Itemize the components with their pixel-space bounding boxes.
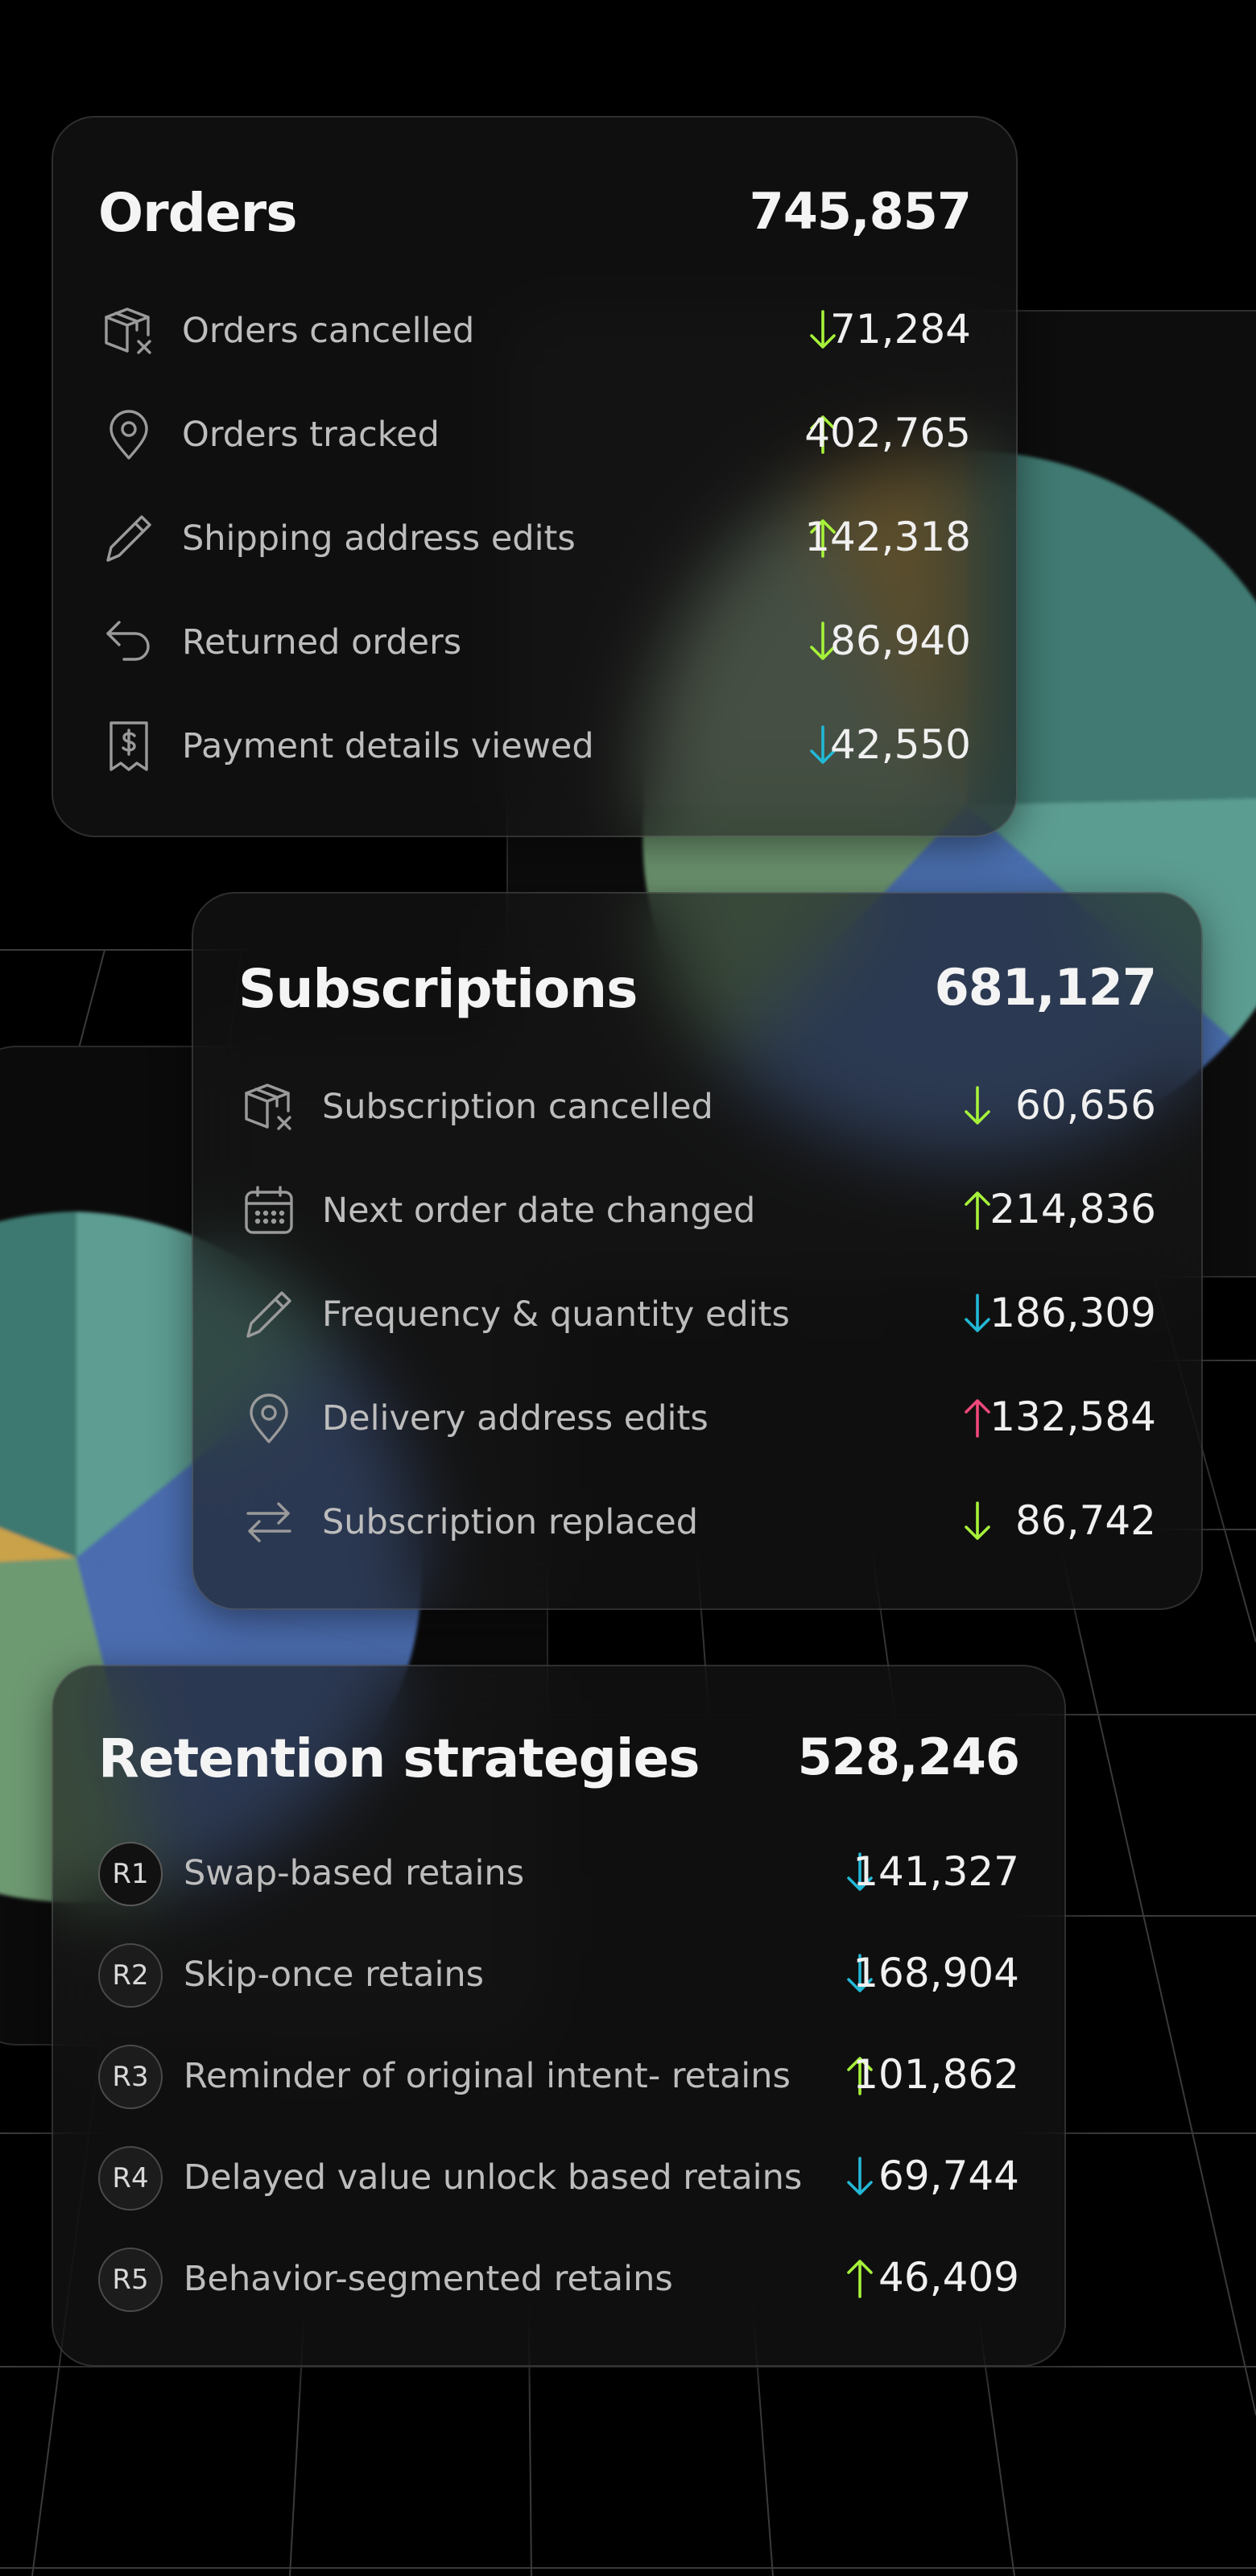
retention-row-label: Skip-once retains (184, 1955, 485, 1995)
retention-row-label: Reminder of original intent- retains (184, 2056, 791, 2096)
pencil-icon (98, 507, 159, 568)
subscriptions-title: Subscriptions (238, 958, 638, 1020)
trend-down-icon (836, 1847, 884, 1898)
orders-row-tracked[interactable]: Orders tracked 402,765 (98, 398, 971, 471)
subscriptions-row-value: 186,309 (990, 1290, 1156, 1336)
pencil-icon (238, 1283, 300, 1344)
orders-row-value: 142,318 (804, 514, 971, 560)
calendar-icon (238, 1179, 300, 1241)
subscriptions-row-value: 86,742 (1015, 1497, 1156, 1544)
retention-card: Retention strategies 528,246 R1 Swap-bas… (52, 1665, 1066, 2367)
retention-row-value: 101,862 (853, 2051, 1019, 2098)
orders-row-returned[interactable]: Returned orders 86,940 (98, 606, 971, 679)
strategy-badge: R2 (98, 1943, 163, 2008)
subscriptions-card: Subscriptions 681,127 Subscription cance… (192, 892, 1203, 1610)
orders-row-label: Shipping address edits (182, 518, 576, 559)
retention-row-r5[interactable]: R5 Behavior-segmented retains 46,409 (98, 2243, 1019, 2315)
location-pin-icon (238, 1387, 300, 1448)
trend-up-icon (836, 2252, 884, 2304)
subscriptions-row-label: Frequency & quantity edits (322, 1294, 790, 1335)
subscriptions-row-frequency-edits[interactable]: Frequency & quantity edits 186,309 (238, 1278, 1156, 1351)
trend-up-icon (953, 1392, 1002, 1443)
location-pin-icon (98, 403, 159, 464)
orders-row-value: 71,284 (830, 306, 971, 353)
trend-up-icon (836, 2050, 884, 2101)
retention-total: 528,246 (797, 1728, 1020, 1786)
retention-row-r3[interactable]: R3 Reminder of original intent- retains … (98, 2040, 1019, 2112)
retention-row-label: Swap-based retains (184, 1853, 525, 1893)
subscriptions-row-value: 214,836 (990, 1186, 1156, 1232)
subscriptions-row-label: Delivery address edits (322, 1398, 709, 1439)
orders-row-value: 86,940 (830, 617, 971, 664)
subscriptions-row-value: 60,656 (1015, 1082, 1156, 1129)
retention-header: Retention strategies 528,246 (98, 1728, 1020, 1808)
receipt-dollar-icon (98, 715, 159, 776)
orders-row-label: Orders tracked (182, 415, 440, 455)
orders-row-label: Payment details viewed (182, 726, 594, 766)
subscriptions-row-label: Next order date changed (322, 1191, 756, 1231)
subscriptions-row-value: 132,584 (990, 1393, 1156, 1440)
retention-row-value: 69,744 (878, 2153, 1019, 2199)
orders-header: Orders 745,857 (98, 182, 972, 262)
retention-row-value: 141,327 (853, 1848, 1019, 1895)
trend-down-icon (953, 1288, 1002, 1340)
subscriptions-row-replaced[interactable]: Subscription replaced 86,742 (238, 1486, 1156, 1558)
subscriptions-total: 681,127 (934, 958, 1157, 1017)
orders-total: 745,857 (749, 182, 972, 241)
orders-row-payment-viewed[interactable]: Payment details viewed 42,550 (98, 710, 971, 782)
retention-row-r4[interactable]: R4 Delayed value unlock based retains 69… (98, 2141, 1019, 2214)
subscriptions-row-label: Subscription replaced (322, 1502, 699, 1542)
orders-row-value: 42,550 (830, 721, 971, 768)
orders-row-shipping-edits[interactable]: Shipping address edits 142,318 (98, 502, 971, 575)
orders-row-label: Returned orders (182, 622, 462, 663)
strategy-badge: R4 (98, 2146, 163, 2211)
trend-down-icon (799, 720, 847, 771)
subscriptions-header: Subscriptions 681,127 (238, 958, 1157, 1038)
retention-row-label: Delayed value unlock based retains (184, 2157, 803, 2198)
retention-row-r2[interactable]: R2 Skip-once retains 168,904 (98, 1938, 1019, 2011)
orders-title: Orders (98, 182, 297, 244)
trend-down-icon (799, 616, 847, 667)
trend-up-icon (953, 1184, 1002, 1236)
trend-down-icon (836, 2151, 884, 2202)
trend-down-icon (953, 1496, 1002, 1547)
strategy-badge: R5 (98, 2248, 163, 2312)
trend-up-icon (799, 512, 847, 564)
retention-row-value: 46,409 (878, 2254, 1019, 2301)
box-cancel-icon (238, 1075, 300, 1137)
retention-title: Retention strategies (98, 1728, 700, 1790)
retention-row-value: 168,904 (853, 1950, 1019, 1996)
trend-down-icon (953, 1080, 1002, 1132)
trend-down-icon (799, 304, 847, 356)
strategy-badge: R1 (98, 1842, 163, 1906)
strategy-badge: R3 (98, 2045, 163, 2109)
trend-down-icon (836, 1948, 884, 2000)
orders-row-label: Orders cancelled (182, 311, 475, 351)
subscriptions-row-label: Subscription cancelled (322, 1087, 713, 1127)
retention-row-label: Behavior-segmented retains (184, 2259, 673, 2299)
swap-arrows-icon (238, 1491, 300, 1552)
orders-row-cancelled[interactable]: Orders cancelled 71,284 (98, 295, 971, 367)
retention-row-r1[interactable]: R1 Swap-based retains 141,327 (98, 1837, 1019, 1909)
subscriptions-row-date-changed[interactable]: Next order date changed 214,836 (238, 1174, 1156, 1247)
return-arrow-icon (98, 611, 159, 672)
trend-up-icon (799, 408, 847, 460)
orders-card: Orders 745,857 Orders cancelled 71,284 (52, 116, 1018, 837)
box-cancel-icon (98, 299, 159, 361)
orders-row-value: 402,765 (804, 410, 971, 456)
subscriptions-row-cancelled[interactable]: Subscription cancelled 60,656 (238, 1071, 1156, 1143)
subscriptions-row-delivery-edits[interactable]: Delivery address edits 132,584 (238, 1382, 1156, 1455)
